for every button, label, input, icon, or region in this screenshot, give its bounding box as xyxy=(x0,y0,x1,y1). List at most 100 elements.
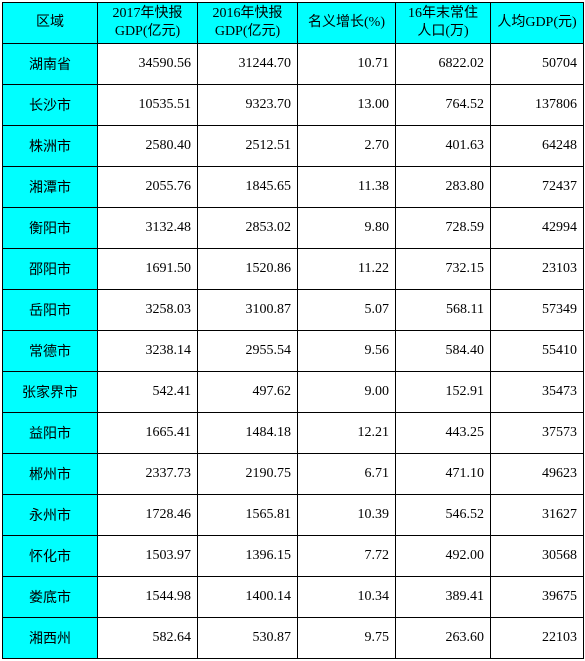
cell-pop: 389.41 xyxy=(396,577,491,618)
cell-gdp2016: 31244.70 xyxy=(198,44,298,85)
cell-gdp2016: 1484.18 xyxy=(198,413,298,454)
cell-gdp2017: 1691.50 xyxy=(98,249,198,290)
col-header-region: 区域 xyxy=(3,3,98,44)
cell-pop: 263.60 xyxy=(396,618,491,659)
cell-percap: 72437 xyxy=(491,167,584,208)
cell-gdp2016: 530.87 xyxy=(198,618,298,659)
cell-pop: 728.59 xyxy=(396,208,491,249)
table-header: 区域2017年快报GDP(亿元)2016年快报GDP(亿元)名义增长(%)16年… xyxy=(3,3,584,44)
table-row: 湖南省34590.5631244.7010.716822.0250704 xyxy=(3,44,584,85)
cell-region: 娄底市 xyxy=(3,577,98,618)
cell-pop: 764.52 xyxy=(396,85,491,126)
cell-gdp2017: 582.64 xyxy=(98,618,198,659)
cell-growth: 5.07 xyxy=(298,290,396,331)
cell-region: 岳阳市 xyxy=(3,290,98,331)
cell-growth: 9.00 xyxy=(298,372,396,413)
cell-pop: 584.40 xyxy=(396,331,491,372)
cell-region: 怀化市 xyxy=(3,536,98,577)
cell-gdp2017: 2055.76 xyxy=(98,167,198,208)
cell-gdp2016: 2955.54 xyxy=(198,331,298,372)
cell-pop: 283.80 xyxy=(396,167,491,208)
col-header-percap: 人均GDP(元) xyxy=(491,3,584,44)
cell-gdp2016: 3100.87 xyxy=(198,290,298,331)
cell-growth: 13.00 xyxy=(298,85,396,126)
cell-percap: 49623 xyxy=(491,454,584,495)
cell-pop: 492.00 xyxy=(396,536,491,577)
cell-region: 湘西州 xyxy=(3,618,98,659)
cell-percap: 50704 xyxy=(491,44,584,85)
cell-gdp2017: 1728.46 xyxy=(98,495,198,536)
cell-percap: 64248 xyxy=(491,126,584,167)
cell-gdp2016: 2853.02 xyxy=(198,208,298,249)
cell-gdp2016: 2512.51 xyxy=(198,126,298,167)
table-row: 郴州市2337.732190.756.71471.1049623 xyxy=(3,454,584,495)
cell-pop: 152.91 xyxy=(396,372,491,413)
cell-region: 衡阳市 xyxy=(3,208,98,249)
table-row: 湘西州582.64530.879.75263.6022103 xyxy=(3,618,584,659)
cell-growth: 7.72 xyxy=(298,536,396,577)
cell-percap: 39675 xyxy=(491,577,584,618)
cell-pop: 568.11 xyxy=(396,290,491,331)
cell-percap: 57349 xyxy=(491,290,584,331)
table-row: 岳阳市3258.033100.875.07568.1157349 xyxy=(3,290,584,331)
cell-growth: 9.56 xyxy=(298,331,396,372)
cell-gdp2017: 1503.97 xyxy=(98,536,198,577)
table-row: 衡阳市3132.482853.029.80728.5942994 xyxy=(3,208,584,249)
cell-gdp2016: 1520.86 xyxy=(198,249,298,290)
cell-region: 永州市 xyxy=(3,495,98,536)
cell-gdp2016: 1396.15 xyxy=(198,536,298,577)
cell-region: 益阳市 xyxy=(3,413,98,454)
cell-percap: 22103 xyxy=(491,618,584,659)
table-row: 湘潭市2055.761845.6511.38283.8072437 xyxy=(3,167,584,208)
cell-growth: 10.71 xyxy=(298,44,396,85)
table-row: 常德市3238.142955.549.56584.4055410 xyxy=(3,331,584,372)
cell-pop: 471.10 xyxy=(396,454,491,495)
cell-region: 郴州市 xyxy=(3,454,98,495)
cell-growth: 11.38 xyxy=(298,167,396,208)
gdp-table: 区域2017年快报GDP(亿元)2016年快报GDP(亿元)名义增长(%)16年… xyxy=(2,2,584,659)
cell-growth: 9.75 xyxy=(298,618,396,659)
cell-gdp2017: 2580.40 xyxy=(98,126,198,167)
cell-pop: 732.15 xyxy=(396,249,491,290)
cell-percap: 37573 xyxy=(491,413,584,454)
cell-pop: 401.63 xyxy=(396,126,491,167)
cell-growth: 10.34 xyxy=(298,577,396,618)
cell-gdp2016: 9323.70 xyxy=(198,85,298,126)
cell-region: 株洲市 xyxy=(3,126,98,167)
cell-percap: 30568 xyxy=(491,536,584,577)
cell-gdp2016: 1400.14 xyxy=(198,577,298,618)
col-header-pop: 16年末常住人口(万) xyxy=(396,3,491,44)
cell-pop: 443.25 xyxy=(396,413,491,454)
cell-gdp2017: 2337.73 xyxy=(98,454,198,495)
col-header-gdp2016: 2016年快报GDP(亿元) xyxy=(198,3,298,44)
cell-gdp2017: 1544.98 xyxy=(98,577,198,618)
table-row: 益阳市1665.411484.1812.21443.2537573 xyxy=(3,413,584,454)
cell-gdp2016: 497.62 xyxy=(198,372,298,413)
cell-percap: 35473 xyxy=(491,372,584,413)
table-row: 娄底市1544.981400.1410.34389.4139675 xyxy=(3,577,584,618)
cell-gdp2017: 1665.41 xyxy=(98,413,198,454)
table-row: 张家界市542.41497.629.00152.9135473 xyxy=(3,372,584,413)
cell-gdp2017: 542.41 xyxy=(98,372,198,413)
cell-region: 张家界市 xyxy=(3,372,98,413)
cell-region: 湘潭市 xyxy=(3,167,98,208)
table-body: 湖南省34590.5631244.7010.716822.0250704长沙市1… xyxy=(3,44,584,659)
cell-growth: 2.70 xyxy=(298,126,396,167)
cell-percap: 55410 xyxy=(491,331,584,372)
cell-gdp2016: 1845.65 xyxy=(198,167,298,208)
cell-gdp2017: 34590.56 xyxy=(98,44,198,85)
table-row: 怀化市1503.971396.157.72492.0030568 xyxy=(3,536,584,577)
cell-gdp2017: 10535.51 xyxy=(98,85,198,126)
cell-percap: 31627 xyxy=(491,495,584,536)
cell-pop: 6822.02 xyxy=(396,44,491,85)
table-row: 株洲市2580.402512.512.70401.6364248 xyxy=(3,126,584,167)
cell-region: 常德市 xyxy=(3,331,98,372)
col-header-gdp2017: 2017年快报GDP(亿元) xyxy=(98,3,198,44)
table-row: 邵阳市1691.501520.8611.22732.1523103 xyxy=(3,249,584,290)
cell-growth: 6.71 xyxy=(298,454,396,495)
col-header-growth: 名义增长(%) xyxy=(298,3,396,44)
cell-percap: 42994 xyxy=(491,208,584,249)
cell-growth: 10.39 xyxy=(298,495,396,536)
cell-gdp2016: 1565.81 xyxy=(198,495,298,536)
cell-gdp2016: 2190.75 xyxy=(198,454,298,495)
